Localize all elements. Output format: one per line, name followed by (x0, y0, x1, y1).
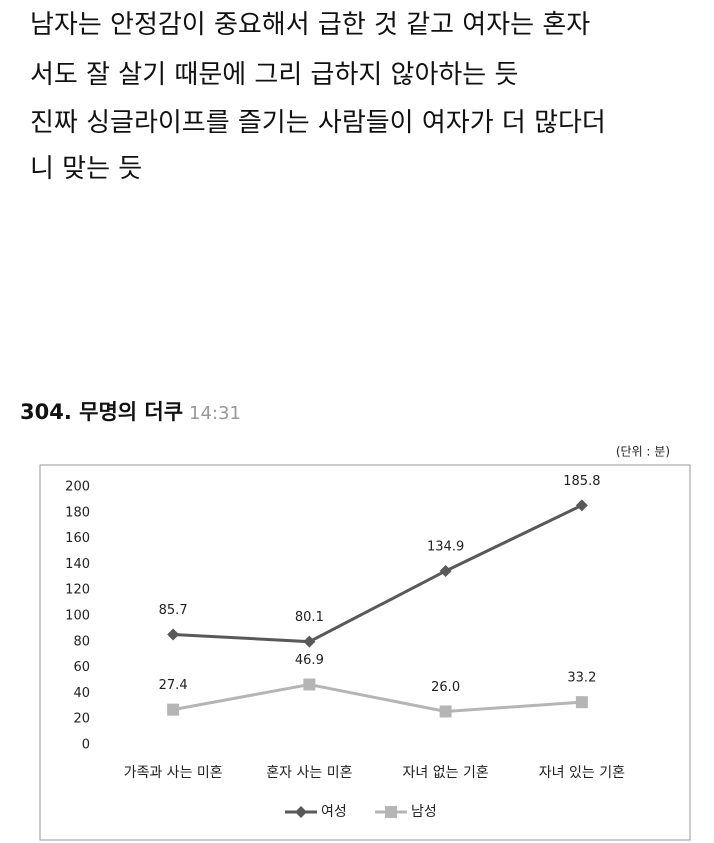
y-tick-label: 60 (73, 660, 90, 675)
chart: (단위 : 분) 0 20 40 60 80 100 120 140 160 180 200 가족과 … (39, 445, 691, 841)
y-tick-label: 180 (65, 505, 90, 520)
legend-label: 남성 (411, 804, 437, 820)
post-line: 서도 잘 살기 때문에 그리 급하지 않아하는 듯 (30, 60, 519, 90)
value-label: 46.9 (295, 653, 324, 668)
marker (303, 678, 316, 691)
chart-frame (39, 464, 691, 841)
y-tick-label: 200 (65, 480, 90, 495)
x-tick-label: 혼자 사는 미혼 (266, 765, 352, 781)
series-line (173, 503, 583, 644)
value-label: 33.2 (567, 671, 596, 686)
marker (167, 628, 180, 641)
marker (575, 499, 588, 512)
marker (167, 703, 180, 716)
x-tick-label: 가족과 사는 미혼 (124, 765, 223, 781)
series-line (172, 682, 582, 713)
value-label: 27.4 (159, 678, 188, 693)
y-tick-label: 160 (65, 531, 90, 546)
x-tick-label: 자녀 있는 기혼 (539, 765, 625, 781)
marker (439, 705, 452, 718)
y-tick-label: 0 (82, 738, 90, 753)
y-tick-label: 20 (73, 712, 90, 727)
marker (303, 635, 316, 648)
value-label: 80.1 (295, 610, 324, 625)
post-line: 남자는 안정감이 중요해서 급한 것 같고 여자는 혼자 (30, 10, 591, 40)
post-line: 진짜 싱글라이프를 즐기는 사람들이 여자가 더 많다더 (30, 108, 606, 138)
comment-author: 304. 무명의 더쿠 (20, 400, 184, 424)
x-tick-label: 자녀 없는 기혼 (403, 765, 489, 781)
y-tick-label: 80 (73, 634, 90, 649)
marker (385, 806, 397, 818)
marker (439, 564, 452, 577)
unit-label: (단위 : 분) (616, 445, 670, 459)
value-label: 85.7 (159, 603, 188, 618)
value-label: 26.0 (431, 680, 460, 695)
value-label: 134.9 (427, 539, 464, 554)
y-tick-label: 100 (65, 609, 90, 624)
comment-header: 304. 무명의 더쿠 14:31 (20, 396, 241, 426)
y-tick-label: 40 (73, 686, 90, 701)
marker (295, 806, 307, 818)
marker (575, 696, 588, 709)
legend-label: 여성 (321, 804, 347, 820)
post-line: 니 맞는 듯 (30, 154, 143, 184)
value-label: 185.8 (563, 474, 600, 489)
y-tick-label: 120 (65, 583, 90, 598)
comment-time: 14:31 (189, 403, 241, 424)
y-tick-label: 140 (65, 557, 90, 572)
